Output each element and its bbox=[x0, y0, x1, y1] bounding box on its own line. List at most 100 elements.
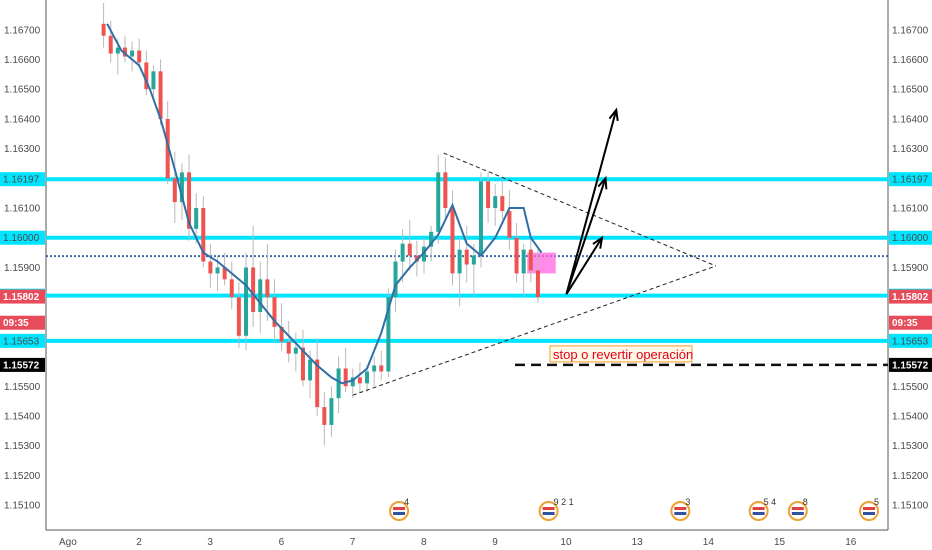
level-badge-right-text: 1.16000 bbox=[892, 233, 929, 244]
candle-body bbox=[478, 181, 483, 256]
moving-average-line bbox=[106, 23, 543, 385]
candle-body bbox=[315, 359, 320, 408]
event-flag-stripe bbox=[863, 512, 875, 515]
candle-body bbox=[407, 243, 412, 256]
y-tick-right: 1.15400 bbox=[892, 412, 929, 423]
level-badge-left bbox=[0, 172, 45, 187]
event-flag-stripe bbox=[752, 507, 765, 510]
candle-body bbox=[258, 279, 263, 313]
x-tick: 15 bbox=[774, 537, 786, 548]
candle-body bbox=[535, 270, 540, 298]
y-tick-left: 1.16500 bbox=[4, 85, 41, 96]
y-tick-left: 1.15100 bbox=[4, 501, 41, 512]
price-badge-right bbox=[889, 289, 932, 304]
event-flag-stripe bbox=[752, 512, 765, 515]
event-flag-icon[interactable] bbox=[859, 501, 879, 521]
candle-body bbox=[208, 261, 213, 274]
level-badge-left-text: 1.16197 bbox=[3, 175, 40, 186]
projection-arrow[interactable] bbox=[565, 109, 618, 295]
x-tick: 3 bbox=[207, 537, 213, 548]
price-badge-left bbox=[0, 315, 45, 330]
event-count: 3 bbox=[685, 497, 690, 507]
price-badge-left-text: 09:35 bbox=[3, 318, 29, 329]
price-badge-left-text: 1.15572 bbox=[3, 360, 40, 371]
candle-body bbox=[400, 243, 405, 262]
y-tick-left: 1.15500 bbox=[4, 382, 41, 393]
candle-body bbox=[279, 326, 284, 342]
candle-body bbox=[322, 407, 327, 425]
y-tick-right: 1.15200 bbox=[892, 471, 929, 482]
y-tick-right: 1.15300 bbox=[892, 441, 929, 452]
level-badge-left bbox=[0, 230, 45, 245]
candle-body bbox=[429, 231, 434, 247]
y-tick-left: 1.16700 bbox=[4, 25, 41, 36]
candle-body bbox=[179, 172, 184, 203]
projection-arrow[interactable] bbox=[565, 178, 607, 295]
event-count: 5 4 bbox=[764, 497, 777, 507]
projection-arrow-head bbox=[592, 235, 604, 249]
price-badge-left bbox=[0, 289, 45, 304]
candle-body bbox=[201, 208, 206, 262]
candle-body bbox=[130, 50, 135, 57]
level-badge-right bbox=[889, 172, 932, 187]
candle-body bbox=[379, 365, 384, 372]
candle-body bbox=[528, 249, 533, 271]
triangle-lower-line[interactable] bbox=[352, 265, 717, 396]
candle-body bbox=[329, 398, 334, 425]
event-count: 4 bbox=[404, 497, 409, 507]
candle-body bbox=[101, 23, 106, 36]
y-tick-right: 1.16100 bbox=[892, 204, 929, 215]
event-flag-icon[interactable] bbox=[748, 501, 769, 521]
pink-zone bbox=[527, 252, 556, 274]
x-tick: 8 bbox=[421, 537, 427, 548]
projection-arrow[interactable] bbox=[565, 237, 603, 295]
x-tick: 2 bbox=[136, 537, 142, 548]
candle-body bbox=[122, 47, 127, 57]
triangle-upper-line[interactable] bbox=[443, 152, 717, 267]
stop-annotation-box bbox=[549, 345, 693, 363]
candle-body bbox=[172, 178, 177, 203]
event-flag-stripe bbox=[393, 507, 406, 510]
price-badge-right-text: 1.15802 bbox=[892, 292, 929, 303]
candle-body bbox=[144, 62, 149, 90]
candle-body bbox=[151, 71, 156, 90]
event-count: 5 bbox=[874, 497, 879, 507]
candle-body bbox=[350, 377, 355, 387]
candle-body bbox=[521, 249, 526, 274]
stop-annotation-text: stop o revertir operación bbox=[553, 347, 693, 362]
event-count: 9 2 1 bbox=[554, 497, 574, 507]
candle-body bbox=[158, 71, 163, 119]
level-badge-left bbox=[0, 333, 45, 348]
event-flag-icon[interactable] bbox=[670, 501, 691, 521]
y-tick-left: 1.16100 bbox=[4, 204, 41, 215]
event-flag-stripe bbox=[542, 507, 555, 510]
y-tick-left: 1.15900 bbox=[4, 263, 41, 274]
candle-body bbox=[450, 208, 455, 274]
level-badge-left-text: 1.15653 bbox=[3, 336, 40, 347]
candle-body bbox=[500, 196, 505, 212]
candle-body bbox=[272, 297, 277, 327]
event-flag-icon[interactable] bbox=[538, 501, 559, 521]
candle-body bbox=[286, 341, 291, 354]
candle-body bbox=[493, 196, 498, 209]
candle-body bbox=[357, 377, 362, 384]
event-flag-stripe bbox=[863, 507, 875, 510]
level-badge-right bbox=[889, 333, 932, 348]
candle-body bbox=[365, 371, 370, 384]
event-flag-icon[interactable] bbox=[389, 501, 410, 521]
y-tick-right: 1.16400 bbox=[892, 114, 929, 125]
candle-body bbox=[194, 208, 199, 229]
level-badge-right bbox=[889, 230, 932, 245]
candle-body bbox=[393, 261, 398, 298]
level-badge-left-text: 1.16000 bbox=[3, 233, 40, 244]
price-badge-right bbox=[889, 315, 932, 330]
level-badge-right-text: 1.15653 bbox=[892, 336, 929, 347]
y-tick-left: 1.15400 bbox=[4, 412, 41, 423]
price-badge-right-text: 09:35 bbox=[892, 318, 918, 329]
candle-body bbox=[229, 279, 234, 298]
event-flag-icon[interactable] bbox=[787, 501, 808, 521]
candle-body bbox=[336, 368, 341, 399]
event-count: 8 bbox=[803, 497, 808, 507]
